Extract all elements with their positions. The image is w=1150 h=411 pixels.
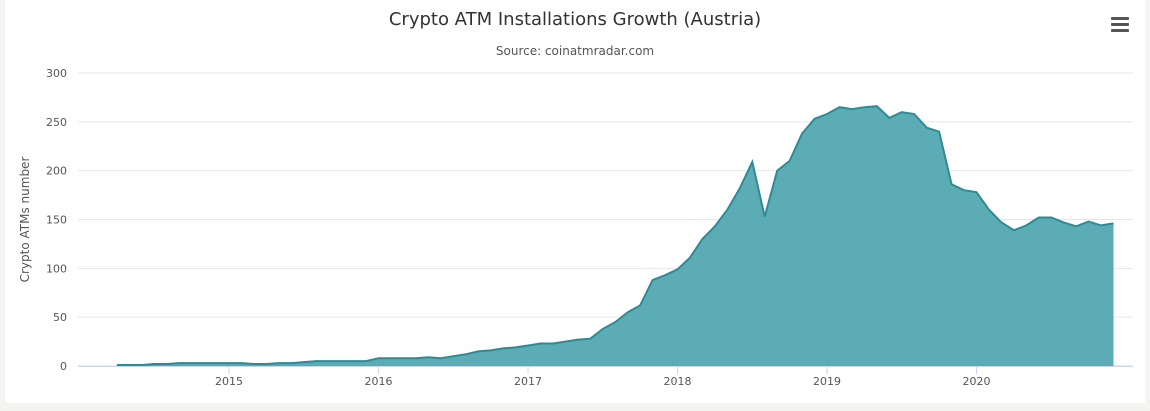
x-tick-label: 2020 bbox=[963, 375, 991, 388]
x-tick-label: 2018 bbox=[664, 375, 692, 388]
x-tick-label: 2019 bbox=[813, 375, 841, 388]
hamburger-menu-icon bbox=[1111, 17, 1129, 20]
chart-title: Crypto ATM Installations Growth (Austria… bbox=[388, 9, 762, 30]
area-chart: 0 50 100 150 200 250 300 2015 2016 2017 2018 2019 20… bbox=[18, 67, 1133, 388]
y-tick-label: 100 bbox=[46, 262, 67, 275]
y-tick-label: 250 bbox=[46, 116, 67, 129]
chart-subtitle: Source: coinatmradar.com bbox=[495, 44, 655, 58]
x-tick-label: 2015 bbox=[215, 375, 243, 388]
y-tick-label: 200 bbox=[46, 165, 67, 178]
chart-menu-button[interactable] bbox=[1108, 14, 1132, 36]
y-tick-label: 0 bbox=[60, 360, 67, 373]
x-tick-label: 2016 bbox=[365, 375, 393, 388]
chart-card: 0 50 100 150 200 250 300 2015 2016 2017 2018 2019 20… bbox=[5, 0, 1145, 403]
y-tick-label: 300 bbox=[46, 67, 67, 80]
y-axis-title: Crypto ATMs number bbox=[18, 157, 32, 283]
series-line bbox=[116, 105, 1114, 366]
y-tick-label: 150 bbox=[46, 214, 67, 227]
series-area bbox=[116, 106, 1114, 366]
y-tick-label: 50 bbox=[53, 311, 67, 324]
x-tick-label: 2017 bbox=[514, 375, 542, 388]
